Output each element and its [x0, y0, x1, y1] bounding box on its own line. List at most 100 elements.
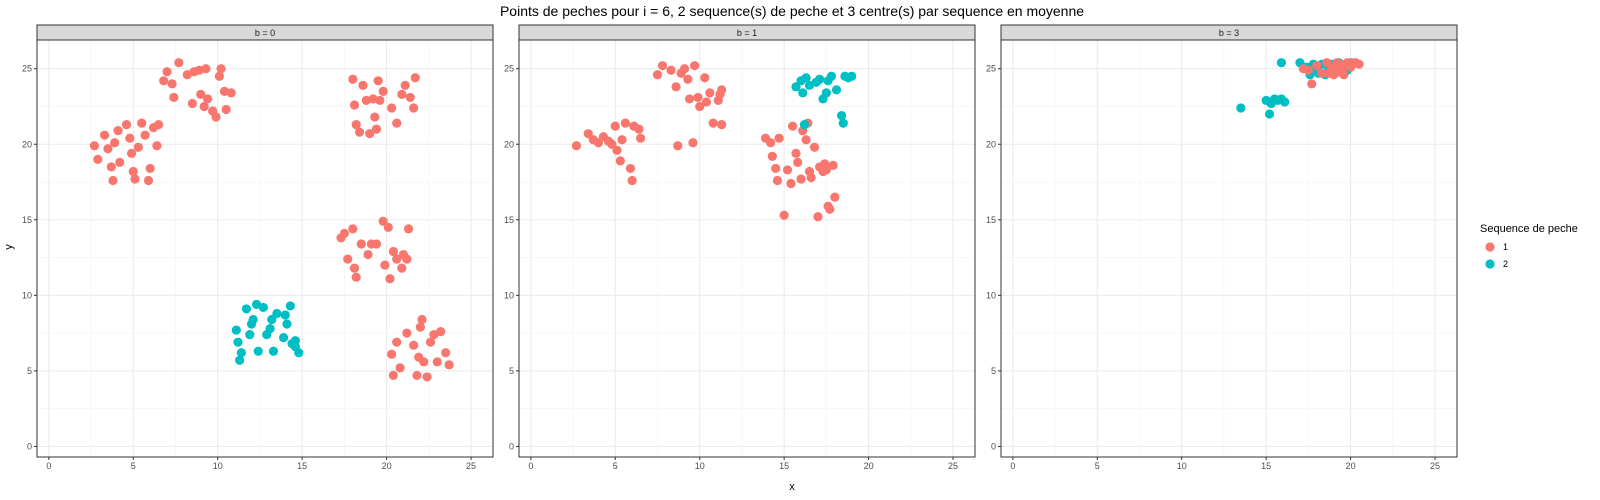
- y-tick-label: 0: [509, 441, 514, 451]
- data-point: [684, 94, 695, 104]
- data-point: [806, 172, 816, 183]
- data-point: [187, 98, 197, 109]
- x-tick-label: 0: [1010, 461, 1015, 471]
- data-point: [683, 74, 693, 84]
- data-point: [830, 192, 840, 202]
- facet-strip-label: b = 1: [737, 28, 757, 38]
- data-point: [1236, 103, 1246, 113]
- facet-panel: b = 1 0 5 10 15 20 25 0 5 10 15 20 25: [504, 24, 976, 471]
- data-point: [169, 92, 179, 103]
- data-point: [673, 141, 683, 151]
- data-point: [351, 120, 361, 130]
- data-point: [248, 314, 258, 325]
- data-point: [385, 274, 395, 284]
- y-tick-label: 5: [509, 366, 514, 376]
- data-point: [1332, 58, 1342, 68]
- data-point: [625, 163, 636, 174]
- data-point: [214, 71, 224, 81]
- data-point: [221, 104, 231, 115]
- data-point: [796, 174, 806, 184]
- x-tick-label: 20: [864, 461, 874, 471]
- data-point: [708, 118, 718, 128]
- data-point: [133, 142, 143, 152]
- data-point: [766, 138, 776, 148]
- data-point: [285, 301, 295, 311]
- data-point: [348, 224, 358, 234]
- data-point: [419, 357, 429, 367]
- facet-strip-label: b = 3: [1219, 28, 1239, 38]
- data-point: [801, 135, 811, 145]
- x-tick-label: 10: [213, 461, 223, 471]
- data-point: [412, 370, 422, 381]
- data-point: [93, 154, 103, 164]
- data-point: [583, 129, 593, 139]
- data-point: [201, 64, 211, 74]
- legend-title: Sequence de peche: [1480, 223, 1578, 235]
- data-point: [444, 360, 454, 370]
- data-point: [282, 319, 292, 329]
- data-point: [828, 160, 838, 171]
- data-point: [772, 175, 783, 186]
- data-point: [788, 121, 798, 131]
- x-tick-label: 25: [948, 461, 958, 471]
- data-point: [782, 165, 793, 175]
- data-point: [441, 348, 451, 358]
- data-point: [258, 302, 268, 313]
- data-point: [836, 110, 847, 121]
- data-point: [373, 76, 383, 86]
- data-point: [809, 142, 820, 152]
- data-point: [294, 348, 304, 358]
- panel-background: [519, 40, 975, 457]
- series-1: [89, 58, 454, 382]
- data-point: [1303, 65, 1313, 75]
- data-point: [690, 61, 700, 71]
- data-point: [253, 346, 263, 356]
- data-point: [801, 73, 811, 83]
- data-point: [405, 92, 415, 103]
- y-tick-label: 15: [22, 215, 32, 225]
- data-point: [145, 163, 155, 174]
- data-point: [403, 224, 414, 234]
- data-point: [1280, 97, 1290, 107]
- data-point: [113, 126, 123, 136]
- data-point: [825, 204, 835, 214]
- x-tick-label: 15: [1261, 461, 1271, 471]
- data-point: [799, 120, 810, 130]
- data-point: [679, 64, 690, 74]
- data-point: [354, 127, 365, 137]
- data-point: [272, 308, 282, 319]
- x-tick-label: 15: [779, 461, 789, 471]
- data-point: [432, 357, 442, 367]
- data-point: [831, 85, 842, 95]
- data-point: [108, 175, 118, 186]
- data-point: [415, 322, 425, 332]
- data-point: [358, 80, 368, 90]
- data-point: [657, 61, 668, 71]
- x-tick-label: 5: [131, 461, 136, 471]
- data-point: [688, 138, 698, 148]
- data-point: [343, 254, 353, 264]
- data-point: [280, 310, 290, 320]
- data-point: [392, 254, 402, 264]
- data-point: [767, 151, 777, 161]
- data-point: [121, 120, 132, 130]
- data-point: [174, 58, 184, 68]
- data-point: [771, 163, 781, 174]
- data-point: [700, 73, 710, 83]
- x-tick-label: 10: [695, 461, 705, 471]
- data-point: [422, 372, 432, 382]
- panel-border: [36, 39, 494, 458]
- data-point: [370, 112, 380, 122]
- data-point: [815, 74, 825, 84]
- data-point: [106, 162, 116, 172]
- facet-panel: b = 0 0 5 10 15 20 25 0 5 10 15 20 25: [22, 24, 494, 471]
- data-point: [233, 337, 243, 347]
- data-point: [380, 260, 390, 270]
- data-point: [652, 70, 663, 80]
- data-point: [137, 118, 147, 128]
- y-tick-label: 20: [22, 139, 32, 149]
- data-point: [620, 118, 631, 128]
- data-point: [365, 129, 375, 139]
- x-tick-label: 5: [1095, 461, 1100, 471]
- data-point: [1276, 58, 1286, 68]
